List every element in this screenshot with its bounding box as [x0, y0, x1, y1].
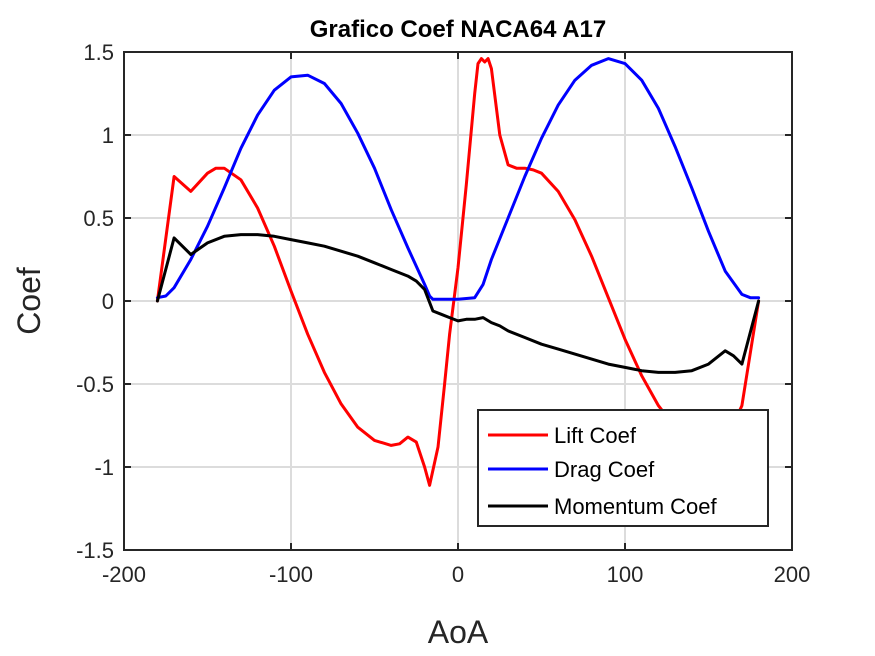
- x-axis-label: AoA: [428, 614, 489, 650]
- x-tick-label-3: 100: [607, 562, 644, 587]
- x-tick-label-0: -200: [102, 562, 146, 587]
- y-tick-label-6: 1.5: [83, 40, 114, 65]
- x-tick-label-4: 200: [774, 562, 811, 587]
- legend-label-drag: Drag Coef: [554, 457, 655, 482]
- y-axis-label: Coef: [11, 267, 47, 335]
- tick-labels: -200 -100 0 100 200 -1.5 -1 -0.5 0 0.5 1 1.5: [76, 40, 810, 587]
- legend-label-lift: Lift Coef: [554, 423, 637, 448]
- x-tick-label-1: -100: [269, 562, 313, 587]
- y-tick-label-0: -1.5: [76, 538, 114, 563]
- series-line-1: [155, 57, 761, 301]
- chart-title: Grafico Coef NACA64 A17: [310, 16, 607, 43]
- series-line-2: [155, 233, 761, 374]
- series-lines: [155, 57, 761, 487]
- legend-label-momentum: Momentum Coef: [554, 494, 718, 519]
- y-tick-label-4: 0.5: [83, 206, 114, 231]
- x-tick-label-2: 0: [452, 562, 464, 587]
- y-tick-label-5: 1: [102, 123, 114, 148]
- series-line-0: [155, 57, 761, 487]
- axes: [123, 51, 793, 551]
- y-tick-label-3: 0: [102, 289, 114, 314]
- y-tick-label-2: -0.5: [76, 372, 114, 397]
- y-tick-label-1: -1: [94, 455, 114, 480]
- legend: Lift Coef Drag Coef Momentum Coef: [477, 409, 769, 527]
